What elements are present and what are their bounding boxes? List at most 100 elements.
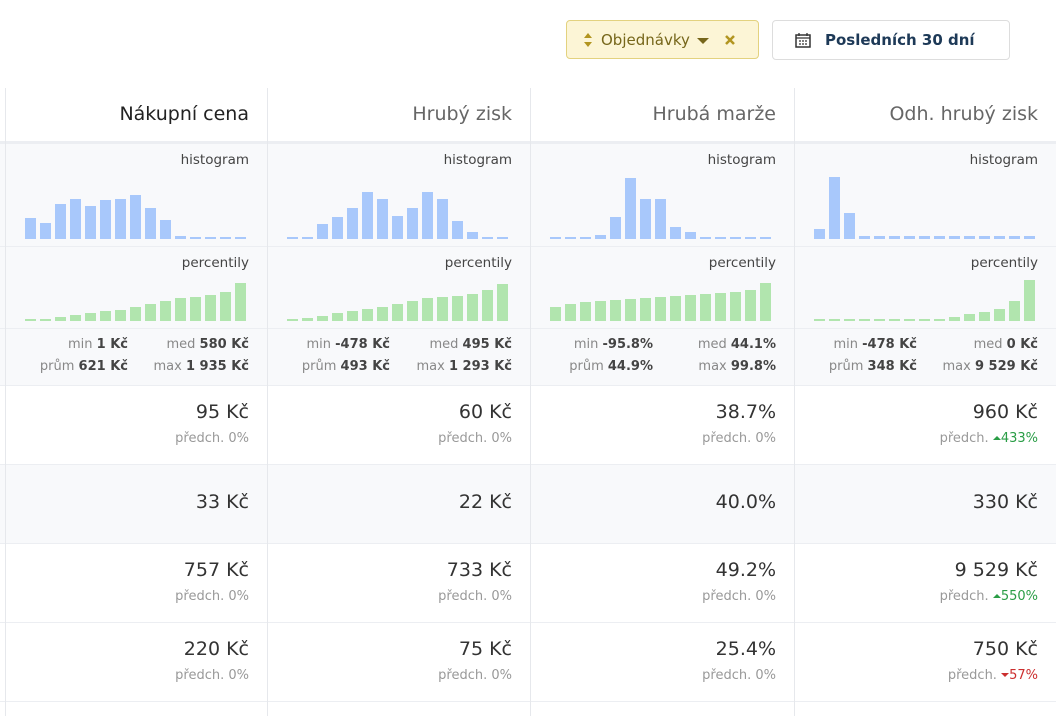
bar [25, 319, 36, 321]
stat: min -478 Kč [307, 337, 391, 352]
row-line [0, 622, 1056, 623]
stat-value: 621 Kč [78, 359, 128, 374]
bar [640, 298, 651, 321]
bar [392, 216, 403, 239]
bar [205, 237, 216, 239]
histogram-chart [814, 177, 1035, 239]
bar [70, 315, 81, 321]
bar [730, 292, 741, 321]
prev-change: 0% [491, 668, 512, 683]
bar [625, 299, 636, 321]
stat-value: 1 935 Kč [185, 359, 249, 374]
bar [1024, 280, 1035, 321]
bar [220, 237, 231, 239]
stat: med 0 Kč [974, 337, 1038, 352]
bar [145, 208, 156, 239]
filter-button[interactable]: Objednávky [566, 20, 759, 59]
bar [580, 302, 591, 321]
stat: max 1 935 Kč [154, 359, 249, 374]
bar [904, 319, 915, 321]
cell-prev: předch. 57% [948, 668, 1038, 683]
bar [205, 295, 216, 321]
stat-value: -95.8% [602, 337, 654, 352]
stats-bg [0, 143, 1056, 385]
stat-value: 99.8% [730, 359, 776, 374]
prev-label: předch. [175, 589, 225, 604]
prev-change: 0% [491, 589, 512, 604]
caret [696, 37, 709, 44]
bar [949, 317, 960, 321]
stat-value: 9 529 Kč [974, 359, 1038, 374]
header-line [0, 141, 1056, 144]
bar [919, 236, 930, 239]
bar [1009, 236, 1020, 239]
bar [640, 199, 651, 239]
cell-prev: předch. 433% [940, 431, 1038, 446]
row-line [0, 464, 1056, 465]
bar [332, 217, 343, 239]
stat: med 44.1% [698, 337, 776, 352]
bar [302, 237, 313, 239]
bar [1009, 301, 1020, 321]
stat-value: -478 Kč [335, 337, 390, 352]
bar [829, 177, 840, 239]
bar [145, 304, 156, 321]
bar [25, 218, 36, 239]
bar [685, 232, 696, 239]
bar [287, 237, 298, 239]
date-button[interactable]: Posledních 30 dní [772, 20, 1010, 60]
trend-arrow [992, 436, 1001, 440]
bar [874, 319, 885, 321]
cell-value: 25.4% [715, 638, 776, 660]
section-label: histogram [443, 152, 512, 168]
bar [115, 199, 126, 239]
bar [85, 206, 96, 239]
stat: min 1 Kč [68, 337, 128, 352]
prev-change: 0% [228, 431, 249, 446]
bar [452, 221, 463, 239]
bar [235, 283, 246, 321]
stat-label: min [833, 337, 859, 352]
bar [670, 296, 681, 321]
bar [482, 237, 493, 239]
cell-prev: předch. 550% [940, 589, 1038, 604]
row-line [0, 385, 1056, 386]
bar [730, 237, 741, 239]
clear-icon[interactable] [724, 34, 736, 46]
stat-label: max [153, 359, 182, 374]
bar [700, 294, 711, 321]
cell-prev: předch. 0% [175, 668, 249, 683]
histogram-chart [287, 192, 508, 239]
section-label: percentily [708, 255, 776, 271]
bar [580, 237, 591, 239]
bar [160, 220, 171, 239]
cell-prev: předch. 0% [438, 589, 512, 604]
stat-value: 493 Kč [340, 359, 390, 374]
stat-value: 1 Kč [96, 337, 128, 352]
bar [565, 304, 576, 321]
bar [814, 319, 825, 321]
bar [655, 297, 666, 321]
percentiles-chart [550, 283, 771, 321]
bar [287, 319, 298, 321]
bar [70, 199, 81, 239]
bar [859, 319, 870, 321]
percentiles-chart [814, 280, 1035, 321]
bar [407, 301, 418, 321]
row-line [0, 543, 1056, 544]
bar [190, 237, 201, 239]
bar [844, 319, 855, 321]
stat: prům 44.9% [569, 359, 653, 374]
stat-label: max [942, 359, 971, 374]
stat-label: med [166, 337, 196, 352]
bar [760, 237, 771, 239]
bar [889, 236, 900, 239]
prev-label: předch. [175, 668, 225, 683]
trend-arrow [1001, 673, 1010, 677]
percentiles-chart [287, 284, 508, 321]
stat-value: 44.9% [607, 359, 653, 374]
stat-label: min [573, 337, 599, 352]
bar [482, 290, 493, 321]
prev-label: předch. [702, 431, 752, 446]
bar [979, 236, 990, 239]
